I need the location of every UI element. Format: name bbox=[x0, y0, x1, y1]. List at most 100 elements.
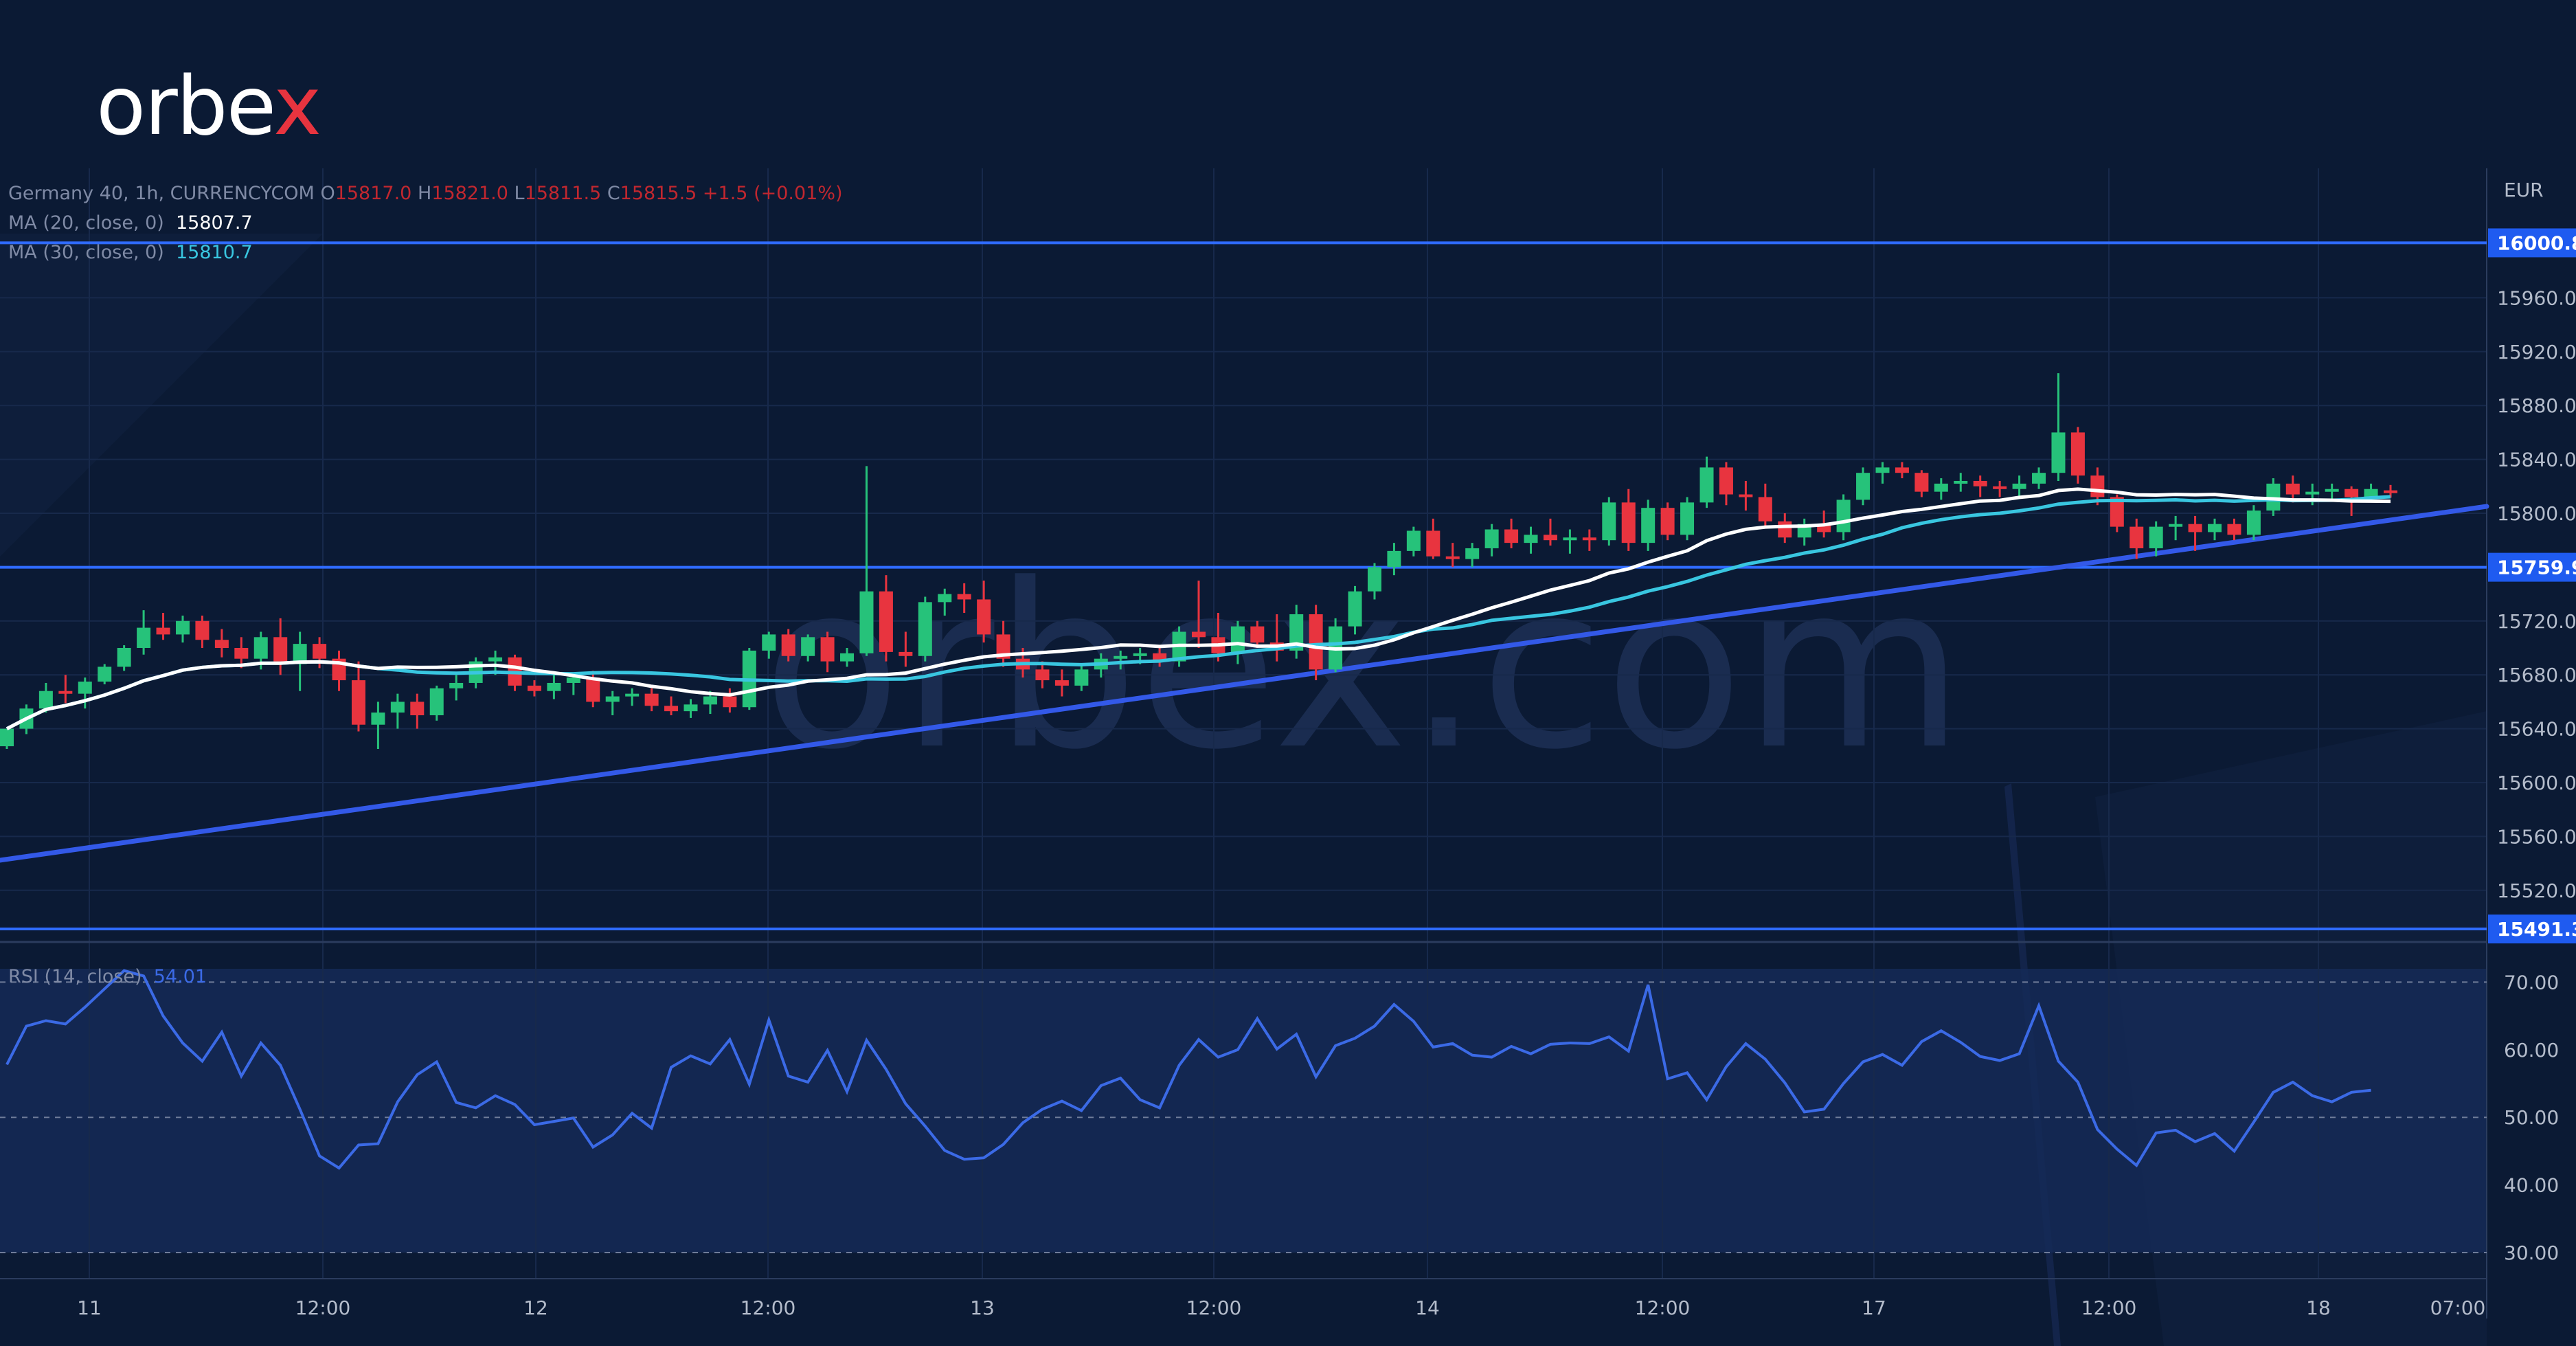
candle-bullish bbox=[1934, 483, 1948, 492]
ma20-value: 15807.7 bbox=[176, 212, 253, 234]
candle-bullish bbox=[605, 696, 620, 702]
candle-bullish bbox=[1856, 473, 1871, 500]
candle-bearish bbox=[1660, 508, 1675, 535]
candle-bearish bbox=[977, 599, 991, 635]
candle-bullish bbox=[1699, 467, 1714, 503]
candle-bearish bbox=[2110, 497, 2124, 527]
time-tick-label: 12:00 bbox=[2081, 1297, 2137, 1319]
price-level-badge-text: 15759.9 bbox=[2497, 557, 2576, 579]
price-tick-label: 15520.0 bbox=[2497, 879, 2576, 902]
candle-bearish bbox=[1543, 535, 1557, 541]
candle-bearish bbox=[1993, 486, 2007, 489]
candle-bullish bbox=[2305, 491, 2320, 495]
candle-bullish bbox=[1465, 548, 1480, 559]
ma30-line bbox=[5, 495, 2391, 730]
candle-bearish bbox=[313, 644, 327, 659]
candle-bearish bbox=[879, 591, 893, 652]
candle-bullish bbox=[840, 653, 855, 662]
change-value: +1.5 (+0.01%) bbox=[702, 183, 843, 204]
time-tick-label: 14 bbox=[1415, 1297, 1440, 1319]
candle-bearish bbox=[1973, 480, 1987, 486]
candle-bearish bbox=[1621, 502, 1636, 543]
time-tick-label: 11 bbox=[77, 1297, 102, 1319]
candle-bearish bbox=[2129, 526, 2144, 548]
time-tick-label: 12:00 bbox=[1635, 1297, 1691, 1319]
candle-bearish bbox=[273, 637, 288, 664]
candle-bearish bbox=[195, 620, 210, 640]
candle-bullish bbox=[117, 648, 131, 667]
currency-label: EUR bbox=[2504, 179, 2544, 201]
candle-bearish bbox=[1719, 467, 1733, 495]
candle-bullish bbox=[938, 594, 952, 603]
ma20-legend[interactable]: MA (20, close, 0) 15807.7 bbox=[8, 212, 253, 234]
candle-bearish bbox=[1914, 473, 1929, 492]
orbex-logo: orbex bbox=[96, 58, 321, 153]
time-tick-label: 18 bbox=[2306, 1297, 2331, 1319]
candle-bullish bbox=[1484, 529, 1499, 548]
candle-bearish bbox=[1192, 631, 1206, 638]
candle-bullish bbox=[2246, 511, 2261, 535]
candle-bearish bbox=[2070, 432, 2085, 476]
rsi-background-band bbox=[0, 969, 2487, 1253]
candle-bullish bbox=[1836, 500, 1851, 532]
candle-bearish bbox=[1054, 680, 1069, 686]
candle-bearish bbox=[1739, 494, 1753, 497]
candle-bullish bbox=[175, 620, 190, 635]
candle-bearish bbox=[1758, 497, 1772, 521]
time-axis: 11 12:00 12 12:00 13 12:00 14 12:00 17 12:00 18 07:… bbox=[77, 1297, 2485, 1319]
time-tick-label: 12:00 bbox=[741, 1297, 796, 1319]
candle-bearish bbox=[820, 637, 835, 662]
price-tick-label: 15920.0 bbox=[2497, 341, 2576, 363]
candle-bearish bbox=[1035, 669, 1050, 681]
candle-bullish bbox=[801, 637, 815, 656]
candle-bullish bbox=[78, 682, 92, 694]
candle-bullish bbox=[1875, 467, 1890, 473]
candle-bullish bbox=[762, 634, 776, 651]
candle-bullish bbox=[1602, 502, 1616, 541]
candle-bullish bbox=[918, 602, 932, 656]
candle-bullish bbox=[429, 688, 444, 715]
close-value: 15815.5 bbox=[620, 183, 697, 204]
candle-bullish bbox=[2032, 473, 2046, 484]
candle-bullish bbox=[293, 644, 307, 664]
candle-bearish bbox=[644, 693, 659, 706]
rsi-tick-label: 60.00 bbox=[2504, 1039, 2559, 1062]
candle-bearish bbox=[996, 634, 1010, 659]
time-tick-label: 07:00 bbox=[2430, 1297, 2486, 1319]
rsi-value: 54.01 bbox=[153, 966, 207, 987]
candle-bullish bbox=[1563, 537, 1577, 541]
low-value: 15811.5 bbox=[524, 183, 602, 204]
rsi-tick-label: 40.00 bbox=[2504, 1174, 2559, 1197]
candle-bearish bbox=[664, 706, 679, 712]
candle-bearish bbox=[2227, 524, 2241, 535]
candle-bearish bbox=[1153, 653, 1167, 662]
uptrend-line bbox=[0, 504, 2489, 863]
candle-bullish bbox=[488, 657, 503, 662]
candle-bullish bbox=[1289, 614, 1304, 651]
time-tick-label: 12:00 bbox=[1186, 1297, 1242, 1319]
price-level-badge bbox=[2488, 228, 2576, 258]
candle-bullish bbox=[1074, 669, 1089, 686]
candle-bearish bbox=[2285, 483, 2300, 495]
rsi-legend[interactable]: RSI (14, close) 54.01 bbox=[8, 966, 207, 987]
candle-bearish bbox=[1817, 524, 1831, 532]
candle-bearish bbox=[214, 640, 229, 648]
price-level-badge bbox=[2488, 915, 2576, 944]
candle-bearish bbox=[781, 634, 795, 656]
candle-bullish bbox=[566, 677, 580, 683]
ma30-legend[interactable]: MA (30, close, 0) 15810.7 bbox=[8, 242, 253, 263]
candle-bearish bbox=[58, 691, 73, 694]
candle-bearish bbox=[410, 702, 425, 715]
price-level-badge bbox=[2488, 552, 2576, 582]
candle-bearish bbox=[156, 627, 170, 635]
rsi-line bbox=[5, 969, 2371, 1170]
candle-bullish bbox=[98, 666, 112, 682]
candle-bearish bbox=[2345, 489, 2359, 497]
symbol-name: Germany 40, 1h, CURRENCYCOM bbox=[8, 183, 315, 204]
price-tick-label: 15600.0 bbox=[2497, 772, 2576, 794]
candle-bullish bbox=[1524, 535, 1538, 543]
candle-bullish bbox=[253, 637, 268, 659]
candle-bearish bbox=[957, 594, 971, 600]
ma20-line bbox=[5, 487, 2391, 730]
